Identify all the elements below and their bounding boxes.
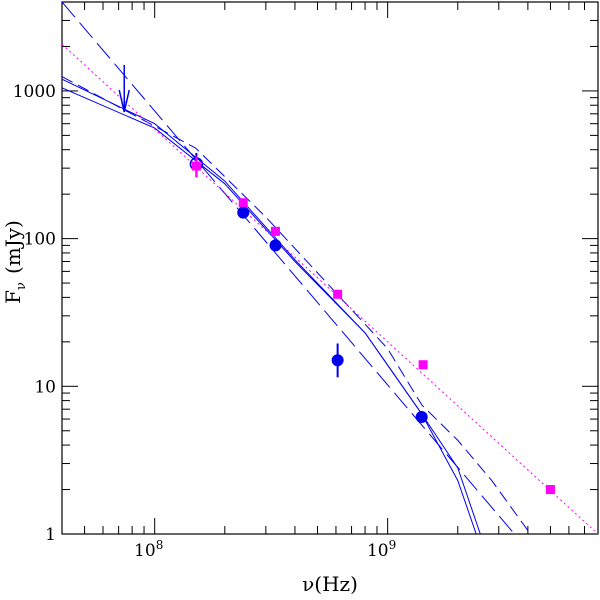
y-tick-label: 100 <box>24 230 56 250</box>
plot-border <box>61 1 599 535</box>
y-axis-unit: (mJy) <box>1 220 25 274</box>
x-axis-symbol: ν <box>302 572 314 596</box>
data-point-filled-circle <box>331 354 344 367</box>
data-point-square <box>545 485 555 495</box>
model-curve-short-dash <box>62 76 531 534</box>
x-axis-unit: (Hz) <box>314 572 358 596</box>
data-point-square <box>333 289 343 299</box>
x-axis-label: ν(Hz) <box>302 572 358 596</box>
model-curves <box>62 2 598 534</box>
model-curve-solid <box>62 78 477 534</box>
axis-ticks <box>61 1 599 535</box>
data-point-square <box>191 161 201 171</box>
y-tick-label: 1000 <box>13 82 56 102</box>
data-point-filled-circle <box>237 206 250 219</box>
y-tick-label: 1 <box>45 525 56 545</box>
x-tick-exponent: 9 <box>389 538 397 552</box>
x-tick-label: 109 <box>367 538 396 561</box>
model-curve-solid <box>62 87 481 534</box>
data-point-square <box>270 226 280 236</box>
x-tick-base: 10 <box>367 541 389 561</box>
data-point-filled-circle <box>269 239 282 252</box>
plot-frame <box>61 1 599 535</box>
data-point-square <box>418 360 428 370</box>
model-curve-long-dash <box>62 2 515 534</box>
y-axis-subscript: ν <box>14 282 29 290</box>
x-tick-base: 10 <box>134 541 156 561</box>
x-tick-label: 108 <box>134 538 163 561</box>
upper-limit-arrowhead <box>118 89 130 113</box>
data-points <box>118 64 555 495</box>
y-tick-label: 10 <box>34 377 56 397</box>
y-axis-symbol: F <box>1 290 25 304</box>
x-tick-exponent: 8 <box>156 538 164 552</box>
data-point-square <box>238 198 248 208</box>
model-curve-dotted <box>62 43 598 534</box>
y-axis-label: Fν (mJy) <box>1 220 29 304</box>
data-point-filled-circle <box>415 410 428 423</box>
